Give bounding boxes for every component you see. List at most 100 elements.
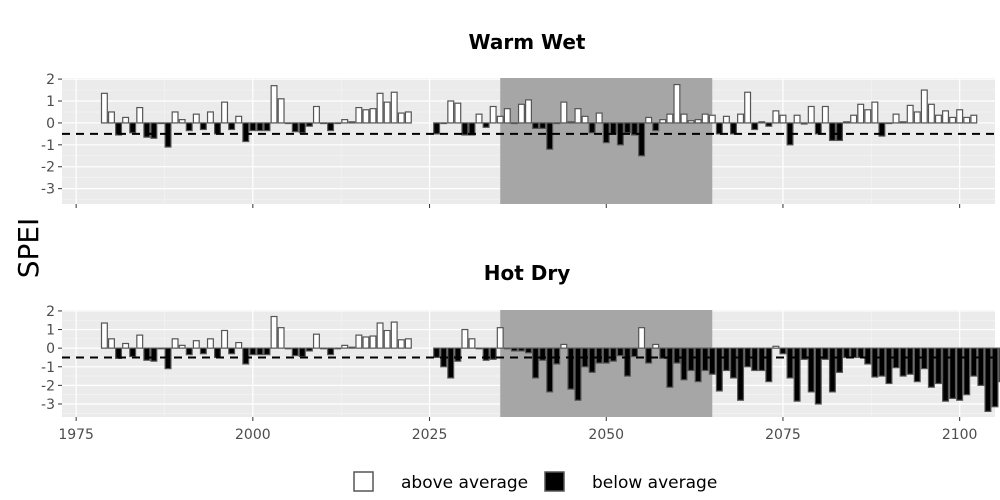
bar-warm-wet-2061 xyxy=(680,113,688,124)
bar-hot-dry-2017 xyxy=(369,335,377,349)
bar-hot-dry-2040 xyxy=(532,347,540,379)
bar-hot-dry-2053 xyxy=(623,347,631,377)
bar-hot-dry-2094 xyxy=(913,347,921,383)
x-tick-label: 2100 xyxy=(942,427,978,443)
bar-warm-wet-2067 xyxy=(722,115,730,124)
y-tick-label: 0 xyxy=(46,341,55,357)
bar-warm-wet-2095 xyxy=(920,89,928,124)
bar-hot-dry-2082 xyxy=(828,347,836,393)
bar-warm-wet-2080 xyxy=(814,122,822,135)
bar-warm-wet-2045 xyxy=(567,121,575,124)
bar-warm-wet-2007 xyxy=(298,122,306,134)
bar-warm-wet-2058 xyxy=(659,119,667,124)
y-tick-label: -1 xyxy=(41,360,55,376)
bar-hot-dry-2071 xyxy=(751,347,759,372)
bar-hot-dry-2099 xyxy=(949,347,957,399)
bar-hot-dry-2041 xyxy=(539,347,547,361)
bar-hot-dry-2049 xyxy=(595,347,603,364)
bar-hot-dry-1999 xyxy=(242,347,250,365)
y-tick-label: -2 xyxy=(41,160,55,176)
bar-warm-wet-2036 xyxy=(503,108,511,124)
bar-hot-dry-1983 xyxy=(129,347,137,358)
bar-warm-wet-2021 xyxy=(397,112,405,124)
legend-key-above-average xyxy=(353,471,374,492)
bar-warm-wet-2000 xyxy=(249,122,257,132)
bar-hot-dry-2090 xyxy=(885,347,893,385)
bar-warm-wet-2081 xyxy=(821,105,829,124)
bar-warm-wet-1997 xyxy=(228,122,236,131)
bar-warm-wet-2073 xyxy=(765,122,773,127)
bar-warm-wet-1984 xyxy=(136,106,144,124)
bar-hot-dry-1991 xyxy=(185,347,193,356)
bar-hot-dry-2003 xyxy=(270,315,278,349)
bar-warm-wet-1981 xyxy=(115,122,123,136)
bar-warm-wet-2100 xyxy=(956,109,964,124)
bar-warm-wet-2004 xyxy=(277,98,285,124)
legend: above average below average xyxy=(353,471,717,493)
bar-hot-dry-2021 xyxy=(397,339,405,349)
bar-warm-wet-2090 xyxy=(885,122,893,125)
bar-hot-dry-2026 xyxy=(433,347,441,359)
bar-hot-dry-2050 xyxy=(602,347,610,364)
bar-warm-wet-2037 xyxy=(510,122,518,125)
bar-warm-wet-2075 xyxy=(779,114,787,124)
bar-hot-dry-2014 xyxy=(348,346,356,349)
x-tick-label: 2050 xyxy=(588,427,624,443)
bar-hot-dry-2064 xyxy=(701,347,709,372)
bar-hot-dry-2000 xyxy=(249,347,257,356)
bar-hot-dry-2068 xyxy=(729,347,737,379)
bar-warm-wet-2026 xyxy=(433,122,441,135)
bar-warm-wet-1991 xyxy=(185,122,193,132)
bar-hot-dry-2104 xyxy=(984,347,992,413)
bar-warm-wet-2042 xyxy=(546,122,554,150)
bar-hot-dry-2046 xyxy=(574,347,582,401)
bar-hot-dry-2093 xyxy=(906,347,914,375)
bar-hot-dry-2078 xyxy=(800,347,808,360)
bar-warm-wet-2018 xyxy=(376,92,384,124)
bar-hot-dry-2032 xyxy=(475,347,483,350)
bar-warm-wet-2011 xyxy=(327,122,335,132)
bar-hot-dry-2077 xyxy=(793,347,801,402)
bar-hot-dry-2089 xyxy=(878,347,886,377)
bar-hot-dry-1994 xyxy=(206,338,214,349)
bar-warm-wet-2017 xyxy=(369,108,377,124)
bar-hot-dry-2100 xyxy=(956,347,964,401)
bar-hot-dry-2076 xyxy=(786,347,794,379)
bar-warm-wet-2091 xyxy=(892,113,900,124)
bar-warm-wet-2051 xyxy=(609,122,617,135)
bar-hot-dry-2052 xyxy=(616,347,624,357)
bar-warm-wet-2070 xyxy=(744,91,752,124)
bar-hot-dry-2010 xyxy=(320,347,328,350)
bar-warm-wet-2079 xyxy=(807,105,815,124)
bar-warm-wet-2062 xyxy=(687,120,695,124)
bar-warm-wet-2005 xyxy=(284,122,292,125)
bar-warm-wet-2072 xyxy=(758,121,766,124)
bar-warm-wet-1993 xyxy=(199,122,207,131)
bar-hot-dry-2035 xyxy=(496,327,504,349)
bar-warm-wet-1987 xyxy=(157,122,165,125)
bar-warm-wet-1982 xyxy=(122,116,130,124)
bar-hot-dry-2060 xyxy=(673,347,681,364)
bar-hot-dry-2031 xyxy=(468,338,476,349)
bar-warm-wet-2085 xyxy=(850,114,858,124)
bar-warm-wet-2035 xyxy=(496,115,504,124)
bar-warm-wet-2096 xyxy=(927,103,935,124)
bar-warm-wet-2094 xyxy=(913,111,921,124)
bar-hot-dry-2062 xyxy=(687,347,695,372)
bar-hot-dry-2013 xyxy=(341,344,349,349)
bar-hot-dry-2042 xyxy=(546,347,554,393)
bar-warm-wet-2078 xyxy=(800,122,808,125)
bar-hot-dry-2069 xyxy=(737,347,745,401)
bar-warm-wet-2063 xyxy=(694,119,702,124)
bar-hot-dry-2061 xyxy=(680,347,688,381)
bar-hot-dry-2006 xyxy=(291,347,299,357)
bar-hot-dry-2051 xyxy=(609,347,617,362)
bar-warm-wet-1992 xyxy=(192,113,200,124)
bar-hot-dry-1984 xyxy=(136,334,144,349)
legend-key-below-average xyxy=(544,471,565,492)
bar-warm-wet-2043 xyxy=(553,122,561,125)
bar-hot-dry-2048 xyxy=(588,347,596,373)
bar-hot-dry-2020 xyxy=(390,321,398,349)
